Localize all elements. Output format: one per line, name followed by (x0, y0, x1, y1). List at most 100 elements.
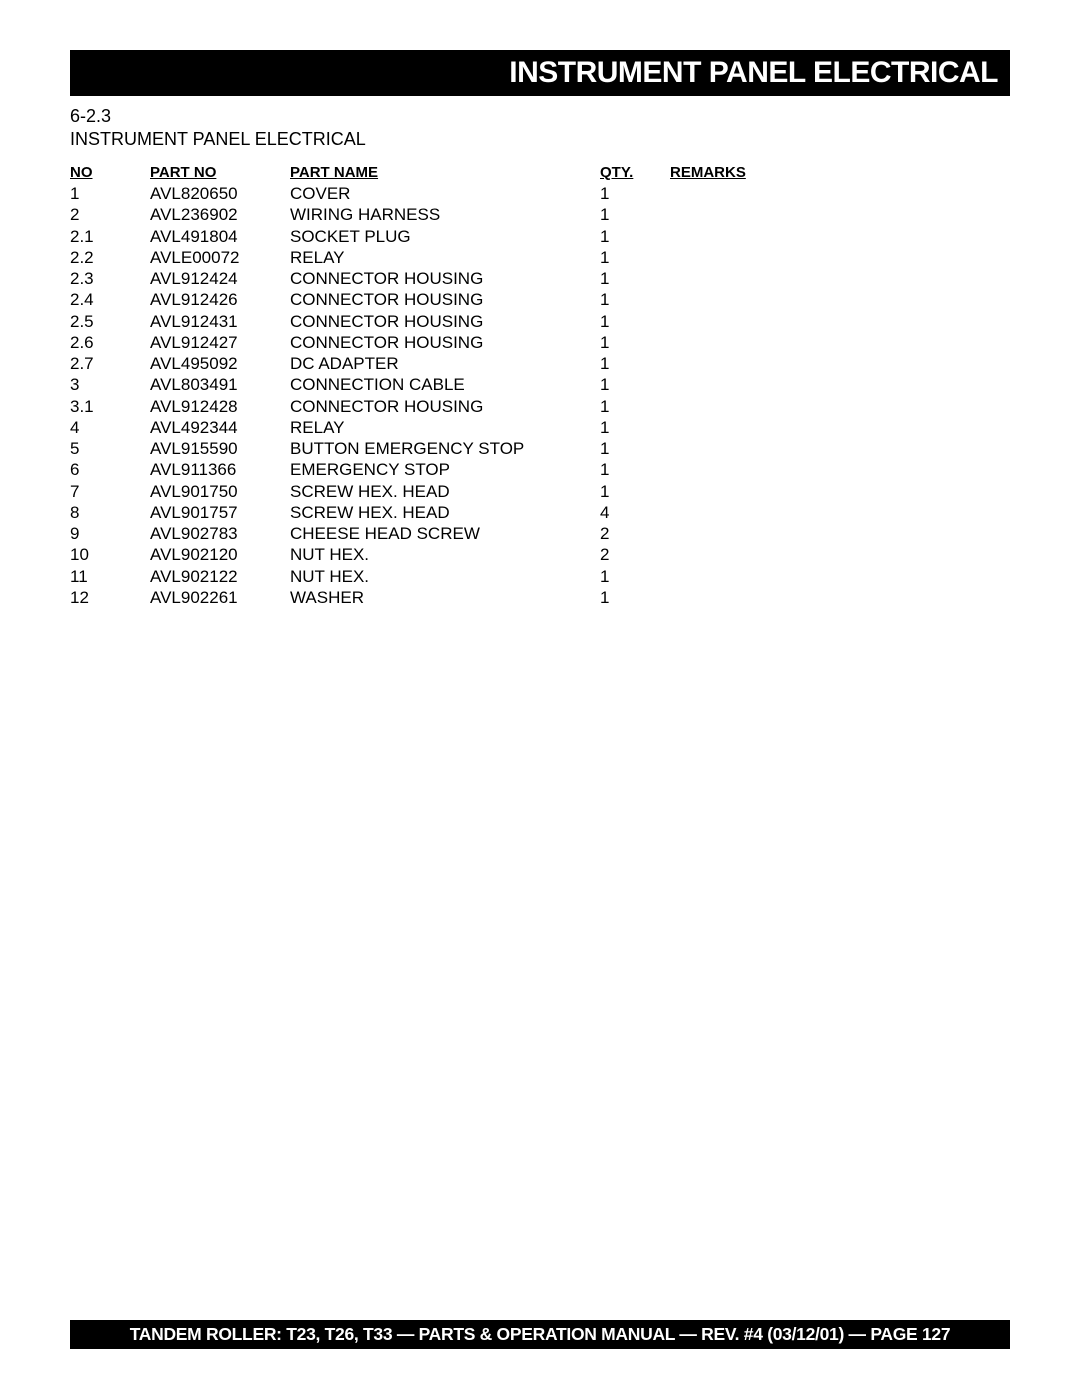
cell-no: 2.7 (70, 353, 150, 374)
cell-part_name: RELAY (290, 417, 600, 438)
cell-remarks (670, 459, 890, 480)
cell-qty: 1 (600, 481, 670, 502)
cell-qty: 1 (600, 183, 670, 204)
table-row: 7AVL901750SCREW HEX. HEAD1 (70, 481, 890, 502)
cell-qty: 1 (600, 204, 670, 225)
cell-part_no: AVL901750 (150, 481, 290, 502)
table-row: 2.6AVL912427CONNECTOR HOUSING1 (70, 332, 890, 353)
cell-qty: 2 (600, 544, 670, 565)
cell-part_no: AVL912428 (150, 396, 290, 417)
cell-part_no: AVL912427 (150, 332, 290, 353)
cell-part_no: AVL820650 (150, 183, 290, 204)
table-row: 2AVL236902WIRING HARNESS1 (70, 204, 890, 225)
cell-qty: 1 (600, 566, 670, 587)
cell-no: 2.2 (70, 247, 150, 268)
table-header-row: NO PART NO PART NAME QTY. REMARKS (70, 164, 890, 183)
col-header-part-no: PART NO (150, 164, 290, 183)
cell-remarks (670, 502, 890, 523)
cell-part_name: CONNECTOR HOUSING (290, 311, 600, 332)
cell-part_name: CONNECTOR HOUSING (290, 268, 600, 289)
cell-qty: 1 (600, 311, 670, 332)
table-row: 3.1AVL912428CONNECTOR HOUSING1 (70, 396, 890, 417)
section-title: INSTRUMENT PANEL ELECTRICAL (70, 129, 1010, 150)
cell-qty: 1 (600, 374, 670, 395)
table-row: 2.3AVL912424CONNECTOR HOUSING1 (70, 268, 890, 289)
cell-part_name: NUT HEX. (290, 566, 600, 587)
cell-qty: 1 (600, 587, 670, 608)
header-title: INSTRUMENT PANEL ELECTRICAL (509, 56, 998, 89)
table-row: 6AVL911366EMERGENCY STOP1 (70, 459, 890, 480)
cell-part_name: CHEESE HEAD SCREW (290, 523, 600, 544)
cell-remarks (670, 523, 890, 544)
table-row: 12AVL902261WASHER1 (70, 587, 890, 608)
cell-no: 1 (70, 183, 150, 204)
table-row: 2.7AVL495092DC ADAPTER1 (70, 353, 890, 374)
cell-no: 9 (70, 523, 150, 544)
table-row: 2.1AVL491804SOCKET PLUG1 (70, 226, 890, 247)
cell-no: 2.6 (70, 332, 150, 353)
cell-no: 2.3 (70, 268, 150, 289)
cell-no: 3 (70, 374, 150, 395)
table-row: 1AVL820650COVER1 (70, 183, 890, 204)
cell-part_name: EMERGENCY STOP (290, 459, 600, 480)
cell-no: 4 (70, 417, 150, 438)
cell-part_no: AVL912424 (150, 268, 290, 289)
cell-remarks (670, 374, 890, 395)
cell-part_no: AVL902120 (150, 544, 290, 565)
cell-part_name: WASHER (290, 587, 600, 608)
cell-remarks (670, 247, 890, 268)
cell-no: 12 (70, 587, 150, 608)
cell-no: 2.4 (70, 289, 150, 310)
cell-part_no: AVL495092 (150, 353, 290, 374)
cell-part_no: AVL902783 (150, 523, 290, 544)
cell-remarks (670, 332, 890, 353)
cell-part_name: WIRING HARNESS (290, 204, 600, 225)
table-row: 10AVL902120NUT HEX.2 (70, 544, 890, 565)
cell-no: 10 (70, 544, 150, 565)
cell-qty: 1 (600, 247, 670, 268)
cell-no: 11 (70, 566, 150, 587)
cell-qty: 1 (600, 226, 670, 247)
cell-part_name: CONNECTION CABLE (290, 374, 600, 395)
cell-part_no: AVL912426 (150, 289, 290, 310)
page-container: INSTRUMENT PANEL ELECTRICAL 6-2.3 INSTRU… (0, 0, 1080, 608)
cell-no: 3.1 (70, 396, 150, 417)
cell-remarks (670, 353, 890, 374)
table-row: 2.2AVLE00072RELAY1 (70, 247, 890, 268)
cell-part_no: AVL901757 (150, 502, 290, 523)
table-row: 3AVL803491CONNECTION CABLE1 (70, 374, 890, 395)
cell-remarks (670, 417, 890, 438)
cell-qty: 1 (600, 459, 670, 480)
cell-part_no: AVL492344 (150, 417, 290, 438)
cell-qty: 1 (600, 289, 670, 310)
col-header-qty: QTY. (600, 164, 670, 183)
cell-remarks (670, 311, 890, 332)
cell-qty: 1 (600, 268, 670, 289)
cell-qty: 1 (600, 332, 670, 353)
cell-qty: 1 (600, 396, 670, 417)
cell-no: 2.1 (70, 226, 150, 247)
cell-part_name: SOCKET PLUG (290, 226, 600, 247)
cell-part_name: CONNECTOR HOUSING (290, 396, 600, 417)
cell-part_name: SCREW HEX. HEAD (290, 481, 600, 502)
cell-part_name: CONNECTOR HOUSING (290, 289, 600, 310)
table-row: 2.4AVL912426CONNECTOR HOUSING1 (70, 289, 890, 310)
cell-remarks (670, 396, 890, 417)
cell-part_no: AVL803491 (150, 374, 290, 395)
cell-part_name: DC ADAPTER (290, 353, 600, 374)
cell-part_name: BUTTON EMERGENCY STOP (290, 438, 600, 459)
cell-part_no: AVL491804 (150, 226, 290, 247)
cell-remarks (670, 289, 890, 310)
cell-part_no: AVL912431 (150, 311, 290, 332)
cell-remarks (670, 268, 890, 289)
cell-qty: 1 (600, 417, 670, 438)
cell-part_no: AVL902261 (150, 587, 290, 608)
cell-remarks (670, 438, 890, 459)
cell-part_name: NUT HEX. (290, 544, 600, 565)
cell-part_name: SCREW HEX. HEAD (290, 502, 600, 523)
cell-remarks (670, 226, 890, 247)
footer-text: TANDEM ROLLER: T23, T26, T33 — PARTS & O… (130, 1324, 951, 1344)
parts-table: NO PART NO PART NAME QTY. REMARKS 1AVL82… (70, 164, 890, 608)
footer-bar: TANDEM ROLLER: T23, T26, T33 — PARTS & O… (70, 1320, 1010, 1349)
cell-qty: 1 (600, 353, 670, 374)
